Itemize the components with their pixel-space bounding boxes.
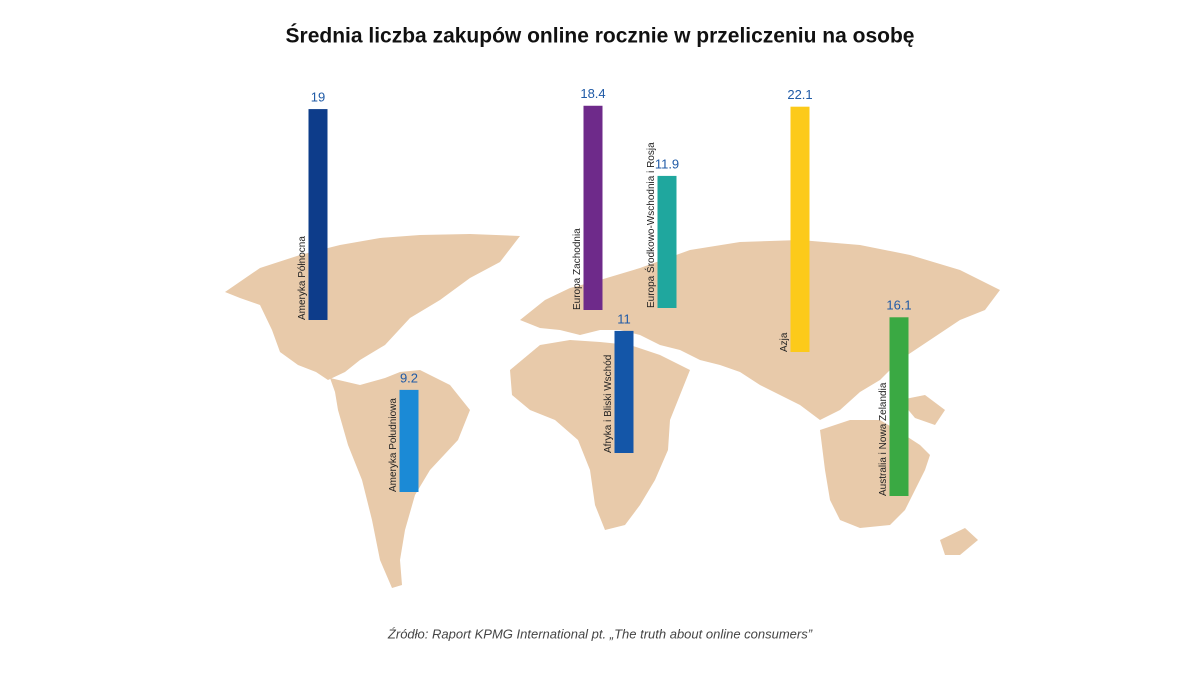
bar xyxy=(889,317,909,496)
value-label: 22.1 xyxy=(787,87,812,102)
category-label: Azja xyxy=(779,332,790,352)
category-label: Europa Środkowo-Wschodnia i Rosja xyxy=(644,142,657,308)
bar xyxy=(308,109,328,320)
source-note: Źródło: Raport KPMG International pt. „T… xyxy=(387,626,813,641)
value-label: 11 xyxy=(617,311,631,326)
category-label: Ameryka Północna xyxy=(297,236,308,320)
value-label: 19 xyxy=(311,90,325,105)
bar xyxy=(614,330,634,453)
category-label: Australia i Nowa Zelandia xyxy=(878,382,889,496)
bar xyxy=(790,106,810,352)
value-label: 18.4 xyxy=(580,86,605,101)
category-label: Europa Zachodnia xyxy=(572,228,583,310)
world-map xyxy=(225,234,1000,588)
value-label: 9.2 xyxy=(400,370,418,385)
value-label: 11.9 xyxy=(655,156,679,171)
value-label: 16.1 xyxy=(886,298,911,313)
bar xyxy=(399,389,419,492)
bar xyxy=(583,105,603,310)
bar xyxy=(657,175,677,308)
chart-title: Średnia liczba zakupów online rocznie w … xyxy=(286,24,915,48)
category-label: Afryka i Bliski Wschód xyxy=(603,355,614,453)
category-label: Ameryka Południowa xyxy=(388,398,399,492)
